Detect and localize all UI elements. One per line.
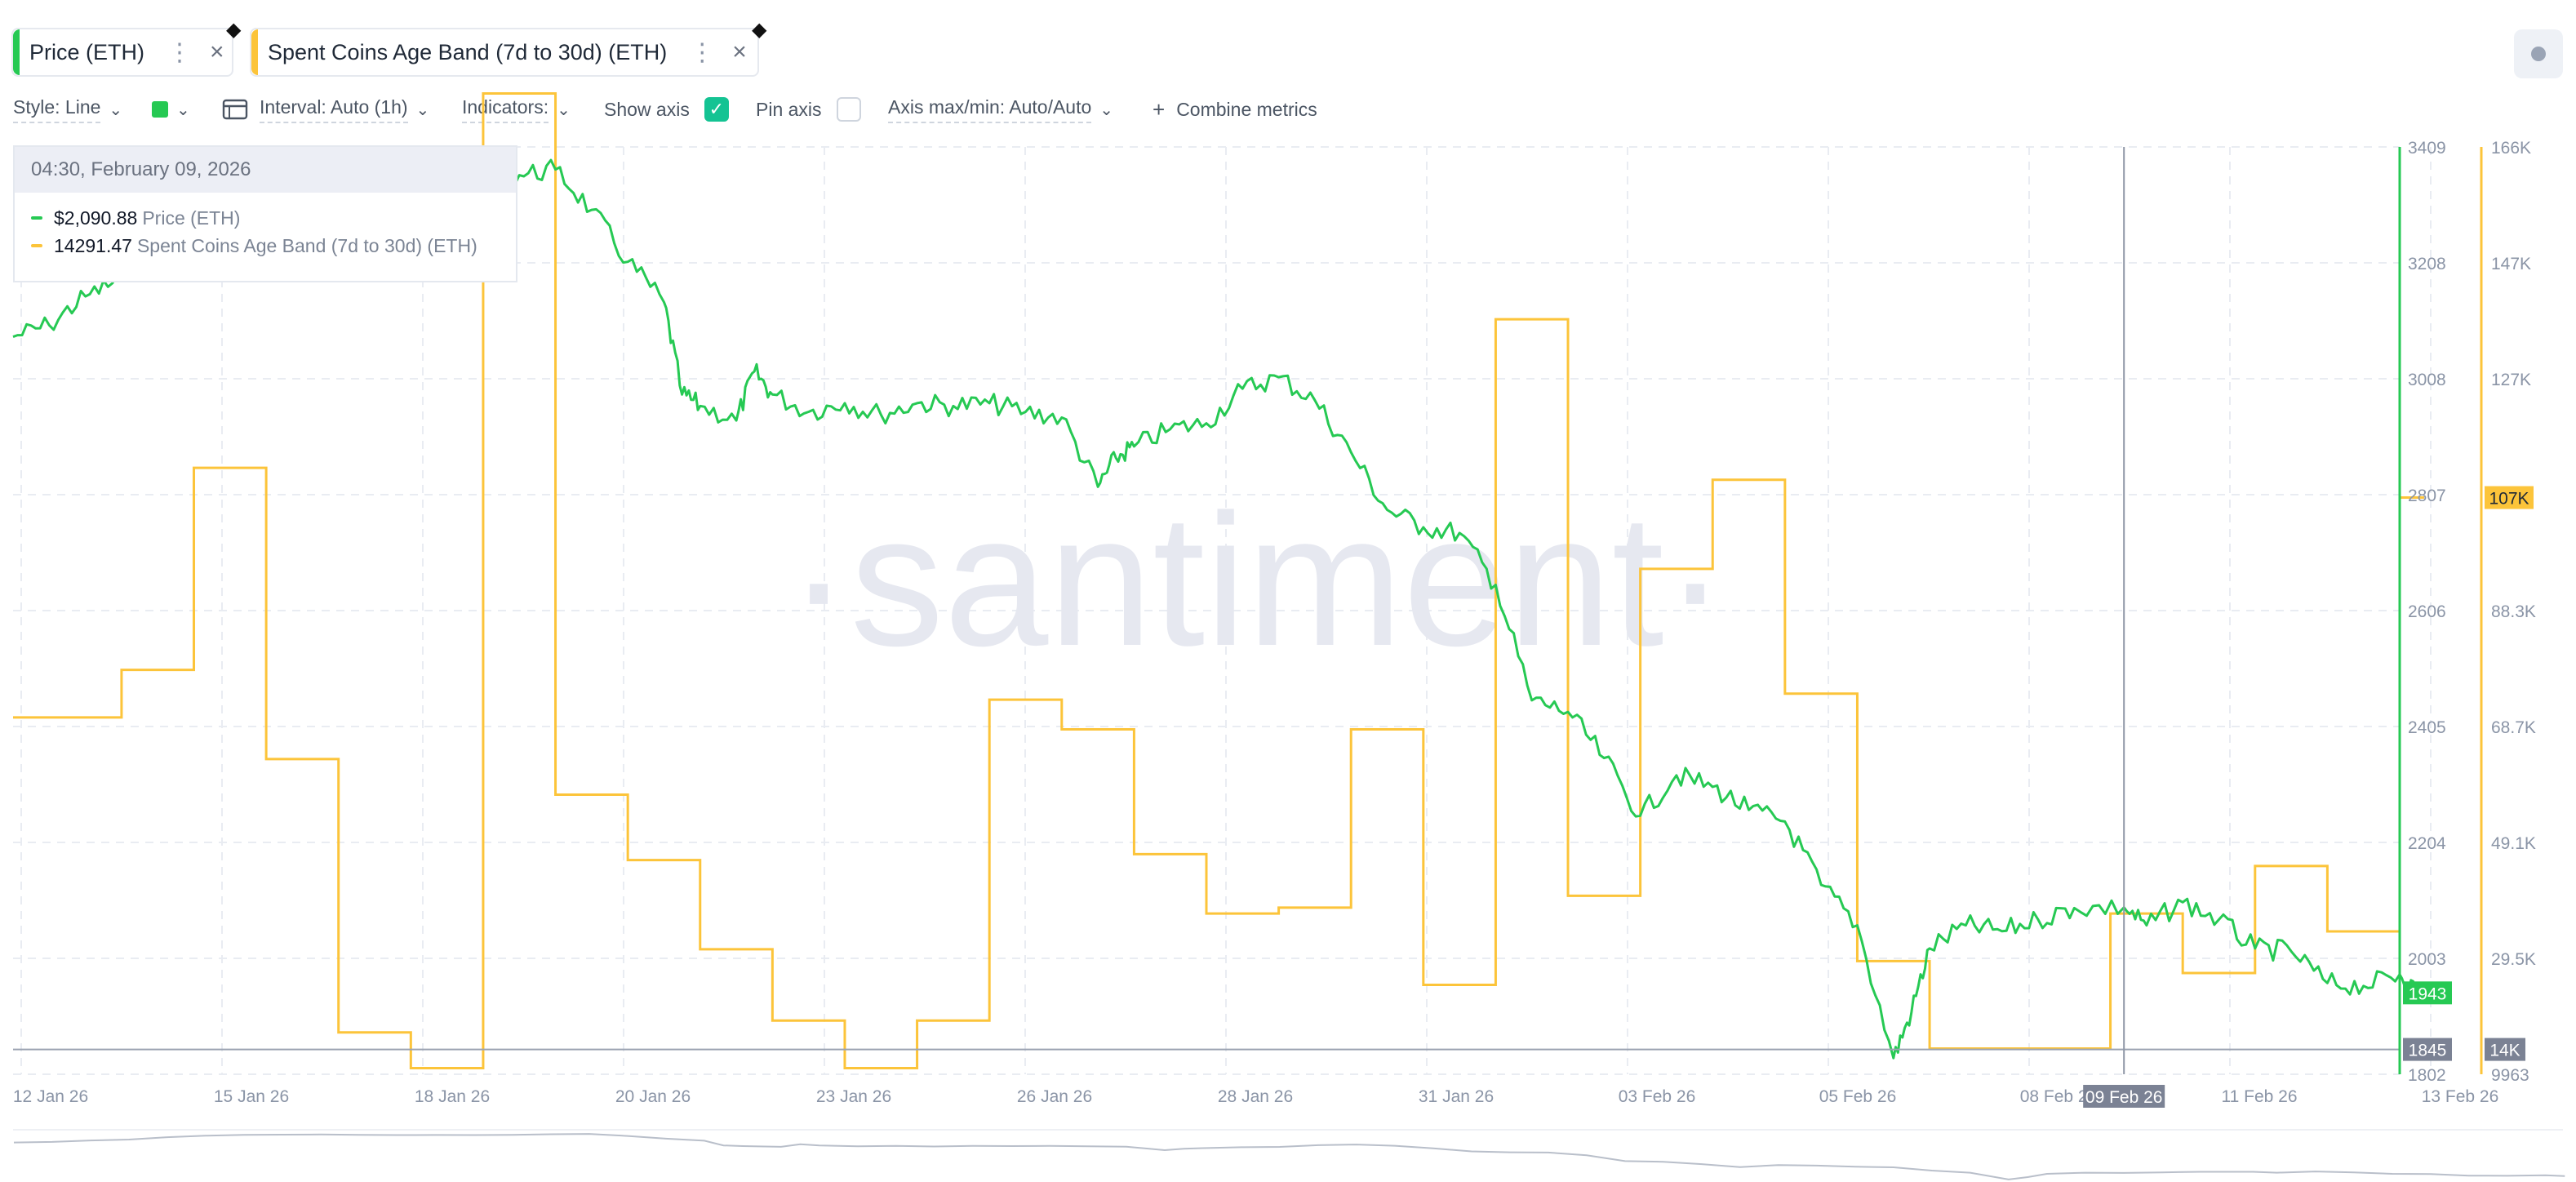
- tooltip-metric-name: Price (ETH): [142, 207, 241, 229]
- price-axis-tick: 2204: [2408, 834, 2446, 853]
- price-axis-tick: 2405: [2408, 718, 2446, 737]
- color-swatch: [152, 101, 168, 118]
- metric-label: Price (ETH): [29, 39, 144, 64]
- legend-swatch: [31, 216, 42, 220]
- dot-icon: [2531, 47, 2546, 61]
- x-axis-tick: 13 Feb 26: [2422, 1087, 2499, 1106]
- tooltip-metric-name: Spent Coins Age Band (7d to 30d) (ETH): [136, 234, 477, 256]
- spent-min-badge: 14K: [2489, 1042, 2520, 1060]
- tooltip: 04:30, February 09, 2026 $2,090.88 Price…: [13, 145, 517, 282]
- chevron-down-icon: ⌄: [415, 100, 430, 119]
- color-picker[interactable]: ⌄: [152, 93, 190, 126]
- watermark: ·santiment·: [788, 475, 1726, 685]
- spent-min-badge-bg: [2485, 1038, 2525, 1061]
- spent-axis-tick: 127K: [2491, 371, 2531, 389]
- price-min-badge-bg: [2403, 1038, 2452, 1061]
- x-axis-tick: 03 Feb 26: [1619, 1087, 1696, 1106]
- price-axis-tick: 3409: [2408, 139, 2446, 158]
- crosshair-date-label: 09 Feb 26: [2085, 1088, 2163, 1107]
- navigator-line: [13, 1133, 2565, 1180]
- x-axis-tick: 08 Feb 26: [2020, 1087, 2098, 1106]
- axis-maxmin-dropdown[interactable]: Axis max/min: Auto/Auto ⌄: [888, 93, 1113, 126]
- plus-icon: +: [1153, 96, 1166, 122]
- price-axis-tick: 2807: [2408, 487, 2446, 505]
- price-axis-tick: 1802: [2408, 1066, 2446, 1085]
- x-axis-tick: 28 Jan 26: [1218, 1087, 1293, 1106]
- spent-coins-series-line: [13, 91, 2424, 1069]
- x-axis-tick: 12 Jan 26: [13, 1087, 88, 1106]
- close-icon[interactable]: ×: [210, 38, 224, 65]
- x-axis-tick: 11 Feb 26: [2221, 1087, 2297, 1106]
- spent-axis-tick: 9963: [2491, 1066, 2529, 1085]
- spent-axis-tick: 29.5K: [2491, 950, 2536, 969]
- show-axis-label: Show axis: [604, 98, 690, 120]
- more-icon[interactable]: ⋮: [690, 38, 714, 66]
- price-axis-tick: 2606: [2408, 602, 2446, 621]
- x-axis-tick: 18 Jan 26: [415, 1087, 490, 1106]
- indicators-dropdown[interactable]: Indicators: ⌄: [462, 93, 571, 126]
- x-axis-tick: 20 Jan 26: [615, 1087, 691, 1106]
- style-label: Style: Line: [13, 96, 101, 123]
- price-axis-tick: 3008: [2408, 371, 2446, 389]
- show-axis-checkbox[interactable]: ✓: [704, 97, 729, 122]
- price-axis-tick: 2003: [2408, 950, 2446, 969]
- style-dropdown[interactable]: Style: Line ⌄: [13, 93, 122, 126]
- crosshair-date-badge: [2083, 1085, 2165, 1108]
- overview-navigator: [13, 1129, 2565, 1180]
- chevron-down-icon: ⌄: [557, 100, 571, 119]
- chevron-down-icon: ⌄: [1099, 100, 1114, 119]
- metric-chip-spent-coins[interactable]: Spent Coins Age Band (7d to 30d) (ETH) ⋮…: [250, 28, 759, 77]
- spent-axis-tick: 166K: [2491, 139, 2531, 158]
- price-axis-tick: 3208: [2408, 255, 2446, 273]
- axes-layer: 3409 166K 3208 147K 3008 127K 2807 107K 2606 88.3…: [13, 139, 2536, 1108]
- ethereum-icon: ◆: [752, 19, 767, 41]
- pin-axis-label: Pin axis: [756, 98, 822, 120]
- metric-chip-price[interactable]: Price (ETH) ⋮ ×: [11, 28, 233, 77]
- price-current-badge: 1943: [2409, 984, 2447, 1003]
- tooltip-value: 14291.47: [54, 234, 132, 256]
- indicators-label: Indicators:: [462, 96, 549, 123]
- tooltip-date: 04:30, February 09, 2026: [15, 147, 516, 193]
- price-current-badge-bg: [2403, 981, 2452, 1005]
- close-icon[interactable]: ×: [732, 38, 747, 65]
- pin-axis-checkbox[interactable]: [836, 97, 861, 122]
- spent-axis-tick: 68.7K: [2491, 718, 2536, 737]
- more-icon[interactable]: ⋮: [167, 38, 192, 66]
- spent-current-badge-bg: [2485, 486, 2534, 509]
- x-axis-tick: 23 Jan 26: [816, 1087, 891, 1106]
- ethereum-icon: ◆: [226, 19, 242, 41]
- spent-current-badge: 107K: [2489, 490, 2529, 509]
- x-axis-tick: 31 Jan 26: [1419, 1087, 1494, 1106]
- legend-swatch: [31, 244, 42, 247]
- x-axis-tick: 15 Jan 26: [214, 1087, 289, 1106]
- spent-axis-tick: 49.1K: [2491, 834, 2536, 853]
- tooltip-row-spent: 14291.47 Spent Coins Age Band (7d to 30d…: [15, 232, 516, 260]
- pin-axis-toggle[interactable]: Pin axis: [756, 93, 861, 126]
- axis-maxmin-label: Axis max/min: Auto/Auto: [888, 96, 1092, 123]
- interval-dropdown[interactable]: Interval: Auto (1h) ⌄: [222, 93, 429, 126]
- chevron-down-icon: ⌄: [176, 100, 190, 119]
- x-axis-tick: 05 Feb 26: [1819, 1087, 1897, 1106]
- options-button[interactable]: [2514, 29, 2563, 78]
- combine-metrics-button[interactable]: + Combine metrics: [1153, 93, 1317, 126]
- show-axis-toggle[interactable]: Show axis ✓: [604, 93, 729, 126]
- interval-label: Interval: Auto (1h): [260, 96, 408, 123]
- metrics-toolbar: Price (ETH) ⋮ × ◆ Spent Coins Age Band (…: [0, 0, 2576, 147]
- metric-label: Spent Coins Age Band (7d to 30d) (ETH): [268, 39, 668, 64]
- metric-color-bar: [13, 29, 20, 75]
- combine-metrics-label: Combine metrics: [1176, 98, 1317, 120]
- calendar-icon: [222, 99, 248, 120]
- chevron-down-icon: ⌄: [109, 100, 123, 119]
- x-axis-tick: 26 Jan 26: [1017, 1087, 1092, 1106]
- metric-color-bar: [251, 29, 258, 75]
- tooltip-row-price: $2,090.88 Price (ETH): [15, 204, 516, 232]
- spent-axis-tick: 147K: [2491, 255, 2531, 273]
- price-min-badge: 1845: [2409, 1042, 2447, 1060]
- spent-axis-tick: 88.3K: [2491, 602, 2536, 621]
- tooltip-value: $2,090.88: [54, 207, 138, 229]
